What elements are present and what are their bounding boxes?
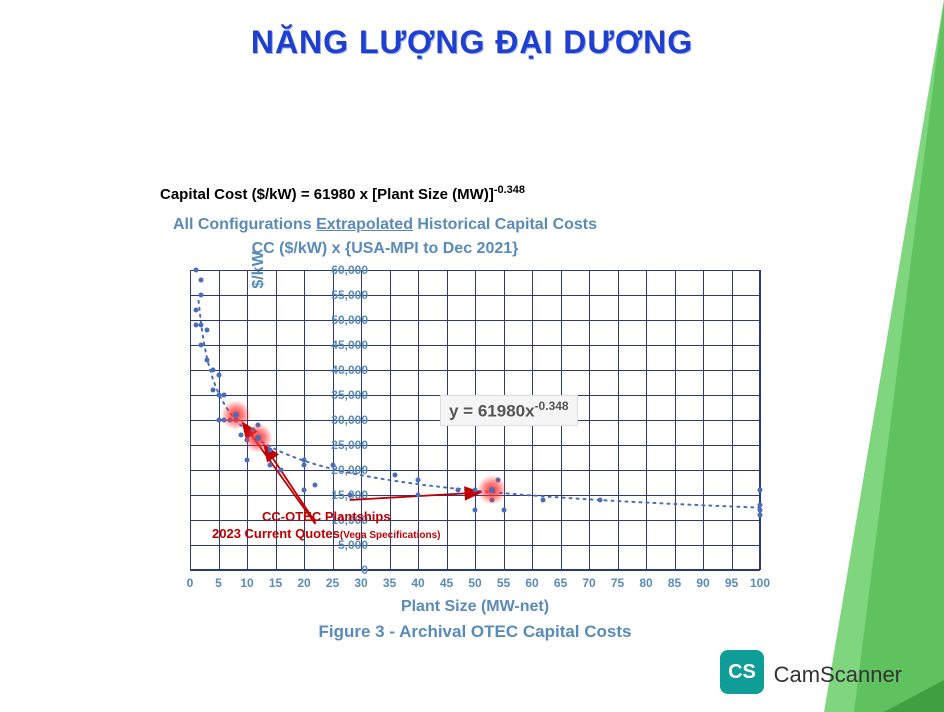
y-tick: 45,000 bbox=[308, 338, 368, 352]
data-point bbox=[416, 478, 421, 483]
data-point bbox=[313, 483, 318, 488]
equation-exponent: -0.348 bbox=[535, 399, 569, 413]
data-point bbox=[205, 358, 210, 363]
data-point bbox=[758, 513, 763, 518]
formula-prefix: Capital Cost ($/kW) = 61980 x [Plant Siz… bbox=[160, 186, 494, 203]
x-tick: 95 bbox=[717, 576, 747, 590]
slide-decoration bbox=[804, 0, 944, 712]
chart-subtitle-1: All Configurations Extrapolated Historic… bbox=[0, 216, 770, 234]
equation-box: y = 61980x-0.348 bbox=[440, 395, 578, 426]
data-point bbox=[193, 308, 198, 313]
x-tick: 80 bbox=[631, 576, 661, 590]
annotation-line-1: CC-OTEC Plantships bbox=[262, 509, 391, 524]
data-point bbox=[267, 463, 272, 468]
x-tick: 90 bbox=[688, 576, 718, 590]
annotation-2b: (Vega Specifications) bbox=[340, 530, 441, 541]
y-tick: 25,000 bbox=[308, 438, 368, 452]
y-tick: 15,000 bbox=[308, 488, 368, 502]
data-point bbox=[199, 278, 204, 283]
subtitle-part-a: All Configurations bbox=[173, 216, 316, 233]
data-point bbox=[199, 323, 204, 328]
data-point bbox=[758, 508, 763, 513]
x-tick: 0 bbox=[175, 576, 205, 590]
data-point bbox=[199, 293, 204, 298]
annotation-line-2: 2023 Current Quotes(Vega Specifications) bbox=[212, 526, 440, 541]
camscanner-text: CamScanner bbox=[774, 662, 902, 688]
data-point bbox=[347, 493, 352, 498]
data-point bbox=[216, 393, 221, 398]
subtitle-part-b: Extrapolated bbox=[316, 216, 413, 233]
chart-subtitle-2: CC ($/kW) x {USA-MPI to Dec 2021} bbox=[0, 240, 770, 258]
data-point bbox=[302, 463, 307, 468]
x-tick: 40 bbox=[403, 576, 433, 590]
x-tick: 35 bbox=[375, 576, 405, 590]
data-point bbox=[210, 388, 215, 393]
highlight-point bbox=[221, 400, 251, 430]
x-tick: 10 bbox=[232, 576, 262, 590]
data-point bbox=[222, 393, 227, 398]
formula-exponent: -0.348 bbox=[494, 184, 525, 196]
x-tick: 75 bbox=[603, 576, 633, 590]
data-point bbox=[501, 508, 506, 513]
x-tick: 100 bbox=[745, 576, 775, 590]
annotation-2a: 2023 Current Quotes bbox=[212, 526, 340, 541]
data-point bbox=[245, 458, 250, 463]
x-tick: 60 bbox=[517, 576, 547, 590]
data-point bbox=[199, 343, 204, 348]
data-point bbox=[205, 328, 210, 333]
y-tick: 0 bbox=[308, 563, 368, 577]
figure-caption: Figure 3 - Archival OTEC Capital Costs bbox=[190, 622, 760, 642]
data-point bbox=[416, 493, 421, 498]
x-tick: 85 bbox=[660, 576, 690, 590]
x-tick: 25 bbox=[318, 576, 348, 590]
equation-prefix: y = 61980x bbox=[449, 402, 535, 421]
x-tick: 45 bbox=[432, 576, 462, 590]
x-tick: 20 bbox=[289, 576, 319, 590]
x-tick: 70 bbox=[574, 576, 604, 590]
data-point bbox=[279, 468, 284, 473]
formula-text: Capital Cost ($/kW) = 61980 x [Plant Siz… bbox=[160, 184, 525, 203]
y-axis-label: $/kW bbox=[130, 0, 150, 270]
x-tick: 50 bbox=[460, 576, 490, 590]
x-tick: 65 bbox=[546, 576, 576, 590]
data-point bbox=[598, 498, 603, 503]
x-tick: 5 bbox=[204, 576, 234, 590]
y-tick: 60,000 bbox=[308, 263, 368, 277]
x-tick: 30 bbox=[346, 576, 376, 590]
data-point bbox=[216, 373, 221, 378]
x-axis-label: Plant Size (MW-net) bbox=[190, 598, 760, 616]
data-point bbox=[330, 463, 335, 468]
data-point bbox=[393, 473, 398, 478]
camscanner-logo-icon: CS bbox=[720, 650, 764, 694]
y-tick: 35,000 bbox=[308, 388, 368, 402]
data-point bbox=[302, 488, 307, 493]
y-tick: 30,000 bbox=[308, 413, 368, 427]
y-tick: 20,000 bbox=[308, 463, 368, 477]
highlight-point bbox=[243, 423, 273, 453]
y-tick: 40,000 bbox=[308, 363, 368, 377]
highlight-point bbox=[477, 475, 507, 505]
data-point bbox=[455, 488, 460, 493]
x-tick: 55 bbox=[489, 576, 519, 590]
data-point bbox=[758, 488, 763, 493]
data-point bbox=[193, 268, 198, 273]
data-point bbox=[210, 368, 215, 373]
y-tick: 55,000 bbox=[308, 288, 368, 302]
data-point bbox=[473, 508, 478, 513]
data-point bbox=[541, 498, 546, 503]
x-tick: 15 bbox=[261, 576, 291, 590]
y-tick: 50,000 bbox=[308, 313, 368, 327]
data-point bbox=[193, 323, 198, 328]
subtitle-part-c: Historical Capital Costs bbox=[413, 216, 597, 233]
